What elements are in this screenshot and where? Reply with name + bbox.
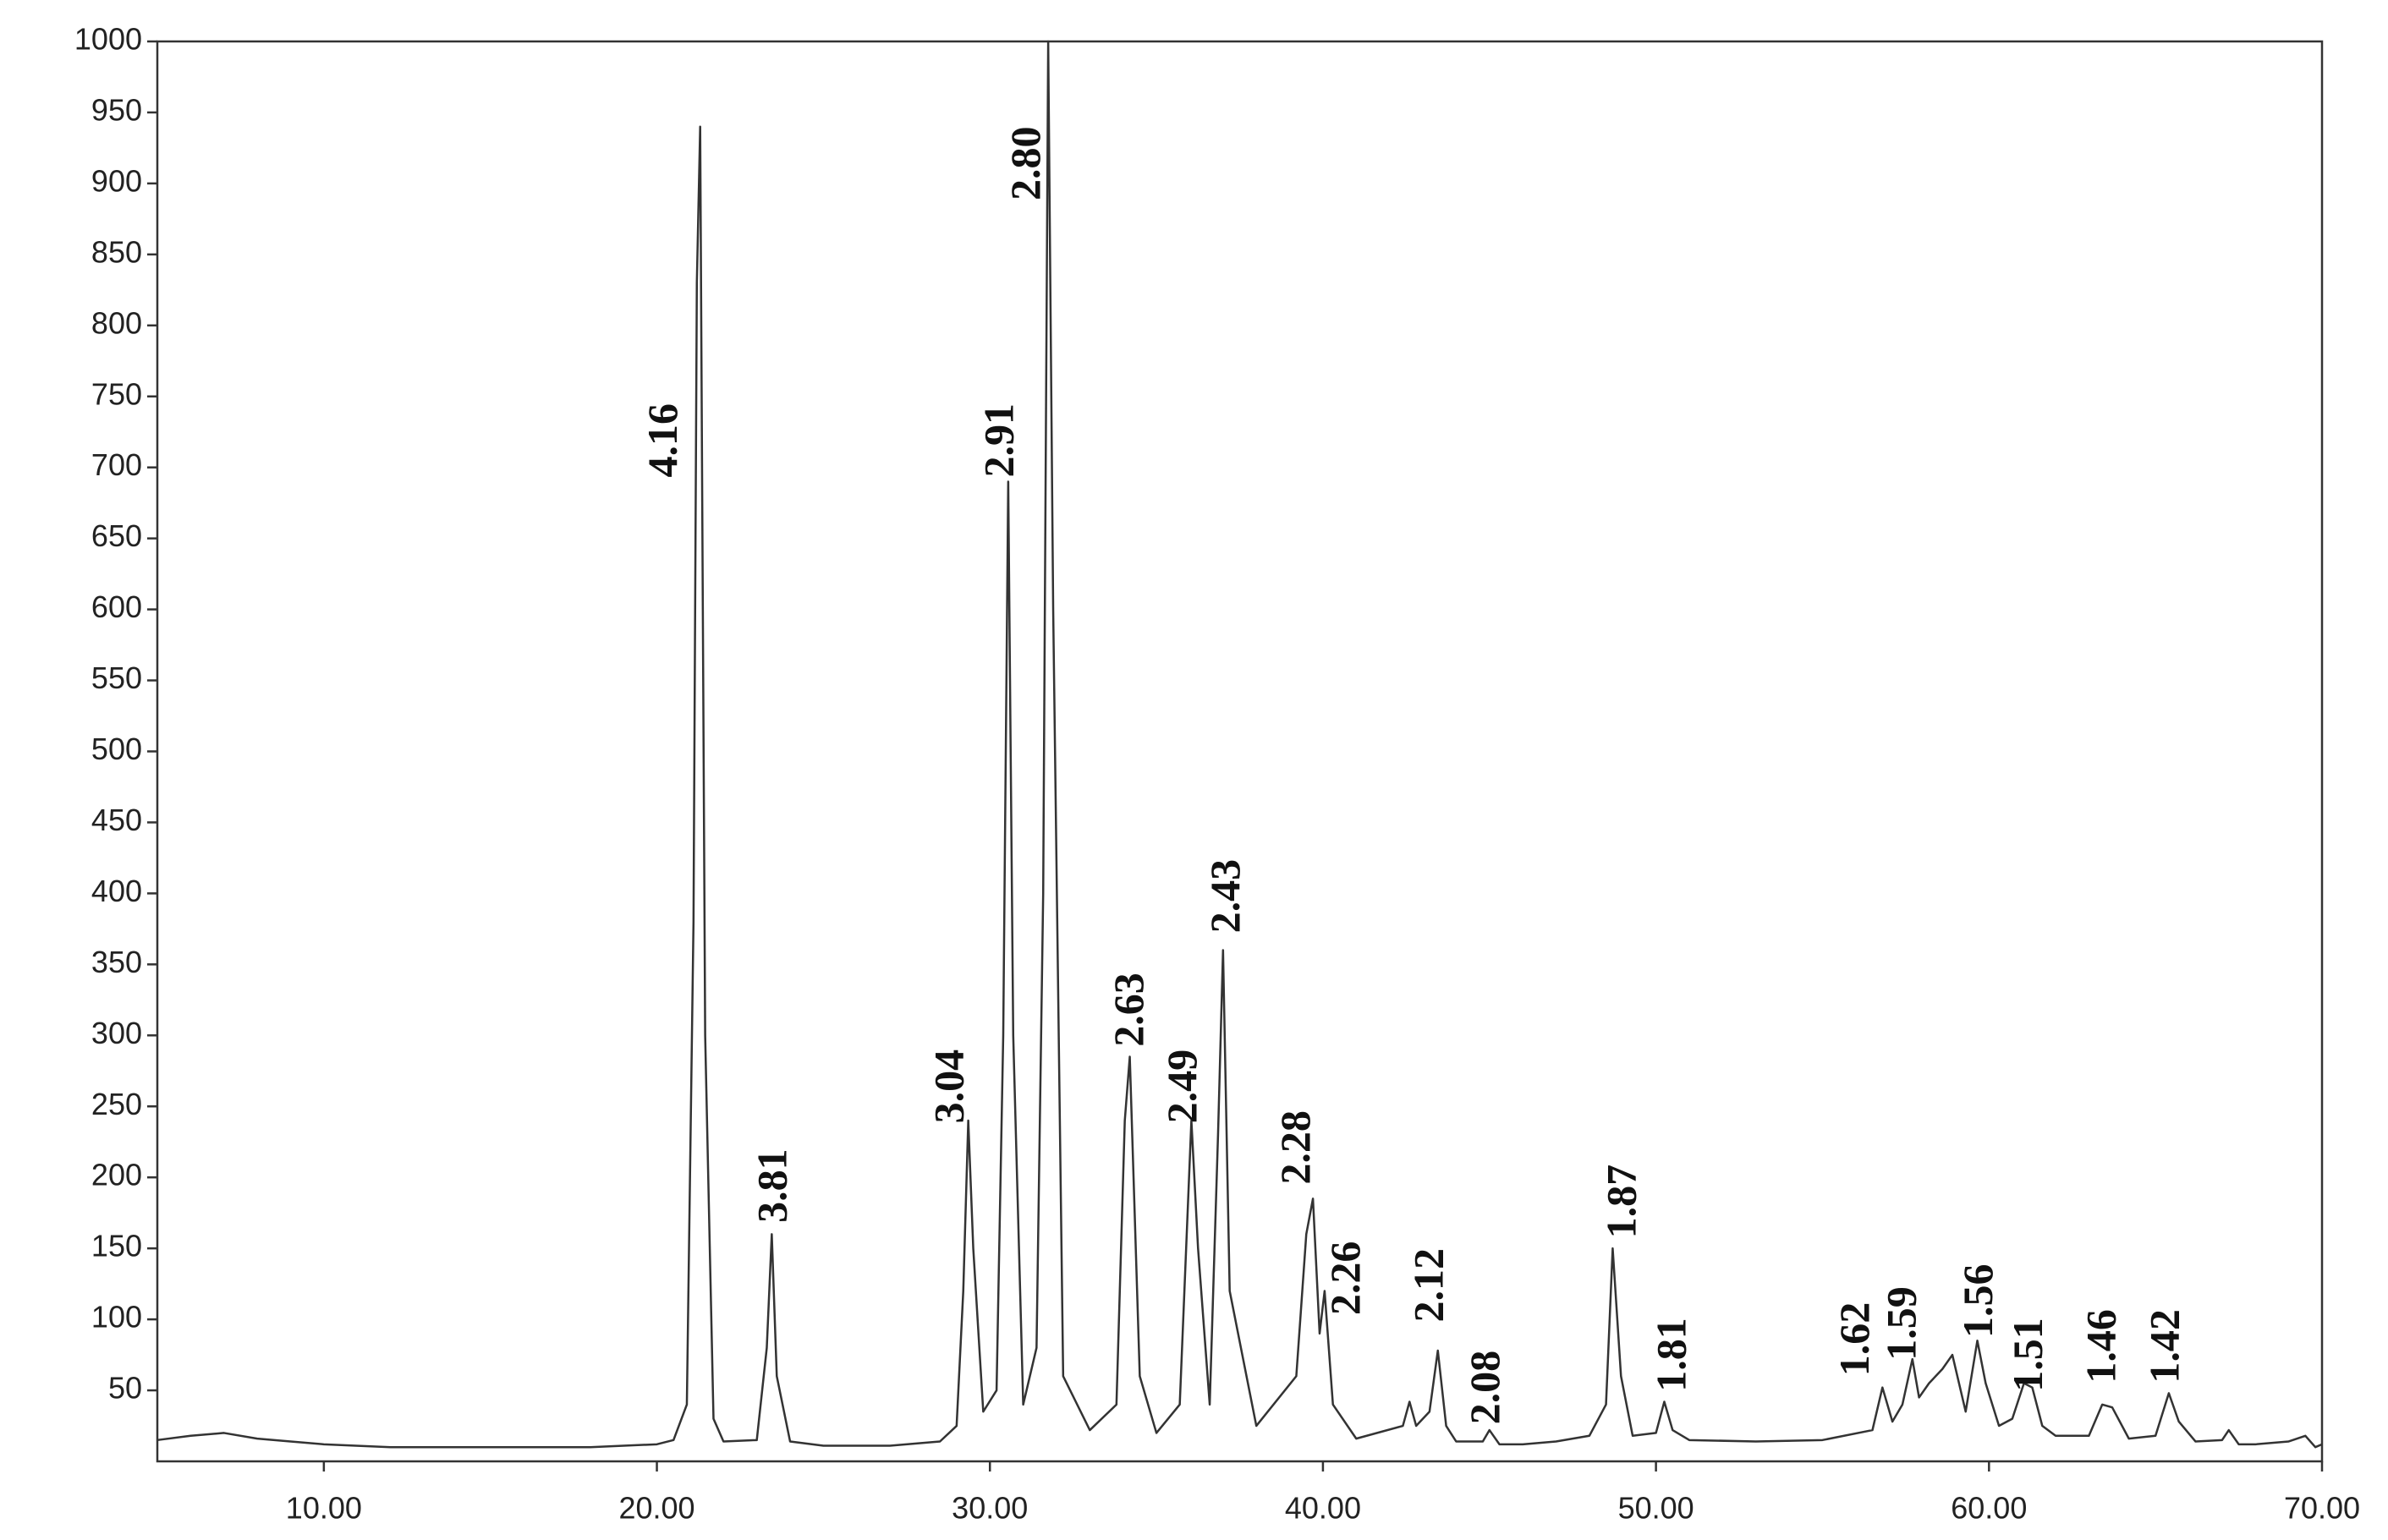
- peak-label: 1.81: [1648, 1318, 1695, 1391]
- peak-label: 2.08: [1461, 1351, 1508, 1425]
- y-tick-label: 650: [91, 518, 142, 553]
- y-tick-label: 450: [91, 803, 142, 837]
- x-tick-label: 40.00: [1285, 1491, 1361, 1526]
- y-tick-label: 1000: [74, 22, 142, 57]
- peak-label: 1.62: [1831, 1302, 1878, 1377]
- y-tick-label: 400: [91, 874, 142, 908]
- x-tick-label: 20.00: [618, 1491, 694, 1526]
- y-tick-label: 500: [91, 732, 142, 766]
- peak-label: 2.49: [1158, 1050, 1205, 1124]
- y-tick-label: 700: [91, 447, 142, 482]
- y-tick-label: 300: [91, 1016, 142, 1050]
- y-tick-label: 900: [91, 163, 142, 198]
- peak-label: 2.12: [1404, 1248, 1452, 1323]
- data-line: [156, 40, 2323, 1449]
- x-tick-label: 50.00: [1618, 1491, 1694, 1526]
- y-tick-label: 150: [91, 1229, 142, 1263]
- peak-label: 2.80: [1002, 127, 1049, 201]
- x-tick-label: 30.00: [952, 1491, 1028, 1526]
- peak-label: 3.81: [749, 1148, 796, 1223]
- peak-label: 1.56: [1954, 1263, 2001, 1338]
- y-tick-label: 200: [91, 1158, 142, 1192]
- y-tick-label: 100: [91, 1300, 142, 1334]
- x-tick-label: 70.00: [2284, 1491, 2360, 1526]
- peak-label: 3.04: [925, 1050, 972, 1124]
- peak-label: 2.43: [1201, 859, 1249, 934]
- peak-label: 1.51: [2004, 1318, 2051, 1392]
- y-tick-label: 800: [91, 305, 142, 340]
- peak-label: 2.91: [974, 403, 1022, 478]
- peak-label: 1.59: [1877, 1286, 1924, 1361]
- plot-frame: [156, 40, 2324, 1463]
- y-tick-label: 750: [91, 376, 142, 411]
- peak-label: 2.28: [1271, 1110, 1319, 1185]
- y-tick-label: 850: [91, 234, 142, 269]
- peak-label: 2.26: [1321, 1241, 1369, 1316]
- y-tick-label: 600: [91, 589, 142, 624]
- x-tick-label: 10.00: [286, 1491, 362, 1526]
- y-tick-label: 950: [91, 92, 142, 127]
- peak-label: 1.46: [2078, 1309, 2125, 1384]
- y-tick-label: 550: [91, 660, 142, 695]
- y-tick-label: 350: [91, 945, 142, 979]
- peak-label: 4.16: [639, 403, 686, 478]
- peak-label: 2.63: [1105, 973, 1152, 1047]
- y-tick-label: 250: [91, 1087, 142, 1121]
- x-tick-label: 60.00: [1951, 1491, 2027, 1526]
- peak-label: 1.42: [2140, 1309, 2188, 1384]
- y-tick-label: 50: [108, 1371, 142, 1406]
- peak-label: 1.87: [1598, 1165, 1645, 1239]
